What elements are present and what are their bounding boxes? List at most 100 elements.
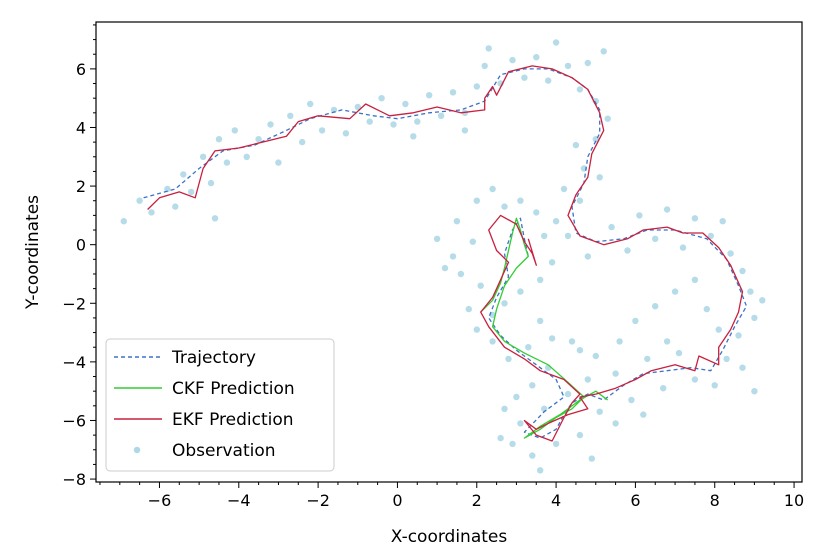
observation-point [588, 455, 595, 462]
x-tick-label: 6 [630, 491, 640, 510]
observation-point [691, 376, 699, 383]
observation-point [437, 112, 445, 120]
observation-point [723, 355, 730, 363]
observation-point [287, 112, 294, 120]
observation-point [489, 338, 496, 345]
y-axis-title: Y-coordinates [23, 195, 43, 310]
observation-point [223, 159, 231, 166]
legend-ekf-label: EKF Prediction [172, 410, 294, 430]
observation-point [584, 376, 591, 383]
series-lines [143, 65, 748, 442]
observation-point [426, 92, 433, 99]
observation-point [529, 452, 536, 459]
observation-point [521, 74, 528, 81]
observation-point [691, 215, 699, 222]
observation-point [505, 355, 512, 363]
observation-point [545, 77, 552, 84]
observation-point [501, 203, 508, 210]
legend-observation-swatch [133, 446, 141, 454]
observation-point [552, 218, 560, 225]
observation-point [267, 121, 274, 128]
observation-point [628, 396, 635, 404]
observation-point [751, 314, 758, 322]
observation-point [517, 420, 524, 427]
observation-point [739, 267, 746, 275]
observation-point [501, 300, 508, 307]
observation-point [715, 326, 722, 333]
observation-point [636, 212, 643, 219]
observation-point [441, 264, 449, 272]
x-tick-label: 4 [551, 491, 561, 510]
observation-point [552, 440, 560, 448]
observation-point [414, 118, 421, 125]
observation-point [719, 218, 726, 225]
observation-point [164, 185, 171, 193]
observation-points [120, 39, 766, 474]
observation-point [663, 338, 671, 345]
observation-point [541, 232, 548, 240]
ekf-prediction-line [147, 65, 744, 442]
observation-point [188, 188, 195, 196]
observation-point [457, 270, 465, 278]
trajectory-line [143, 68, 748, 439]
legend-box [105, 338, 335, 472]
observation-point [671, 288, 679, 295]
x-tick-label: −2 [306, 491, 330, 510]
ckf-prediction-line [480, 217, 609, 439]
observation-point [564, 62, 572, 70]
observation-point [473, 326, 480, 333]
legend: Trajectory CKF Prediction EKF Prediction… [105, 338, 335, 472]
observation-point [537, 467, 544, 474]
observation-point [517, 197, 524, 204]
observation-point [584, 59, 591, 67]
observation-point [477, 282, 484, 289]
y-tick-label: −6 [62, 411, 86, 430]
observation-point [616, 338, 623, 345]
observation-point [703, 305, 710, 313]
x-tick-label: −4 [227, 491, 251, 510]
observation-point [660, 385, 667, 392]
observation-point [172, 203, 179, 210]
observation-point [148, 209, 155, 216]
observation-point [136, 197, 143, 204]
observation-point [584, 253, 591, 260]
observation-point [739, 364, 746, 371]
plot-frame [95, 21, 803, 483]
observation-point [307, 100, 314, 108]
observation-point [525, 344, 532, 351]
y-tick-label: 6 [76, 60, 86, 79]
observation-point [215, 136, 223, 143]
observation-point [120, 218, 128, 225]
x-tick-label: −6 [148, 491, 172, 510]
observation-point [675, 349, 683, 357]
legend-ckf-label: CKF Prediction [172, 379, 295, 399]
observation-point [473, 83, 480, 90]
observation-point [604, 115, 611, 122]
observation-point [199, 153, 207, 160]
observation-point [207, 179, 215, 187]
observation-point [707, 232, 714, 240]
observation-point [390, 121, 397, 128]
observation-point [679, 244, 687, 251]
observation-point [652, 235, 659, 242]
x-tick-label: 2 [472, 491, 482, 510]
observation-point [592, 352, 599, 360]
observation-point [517, 288, 524, 295]
observation-point [533, 54, 540, 61]
observation-point [449, 253, 457, 260]
observation-point [552, 39, 560, 46]
observation-point [640, 411, 647, 418]
observation-point [576, 347, 584, 354]
x-tick-label: 8 [710, 491, 720, 510]
observation-point [513, 393, 520, 401]
observation-point [501, 405, 508, 412]
observation-point [473, 197, 480, 204]
observation-point [747, 288, 754, 295]
observation-point [548, 335, 556, 342]
observation-point [576, 431, 584, 439]
x-tick-label: 0 [392, 491, 402, 510]
observation-point [596, 408, 603, 415]
observation-point [366, 118, 373, 125]
legend-observation-label: Observation [172, 441, 276, 461]
observation-point [449, 89, 457, 96]
